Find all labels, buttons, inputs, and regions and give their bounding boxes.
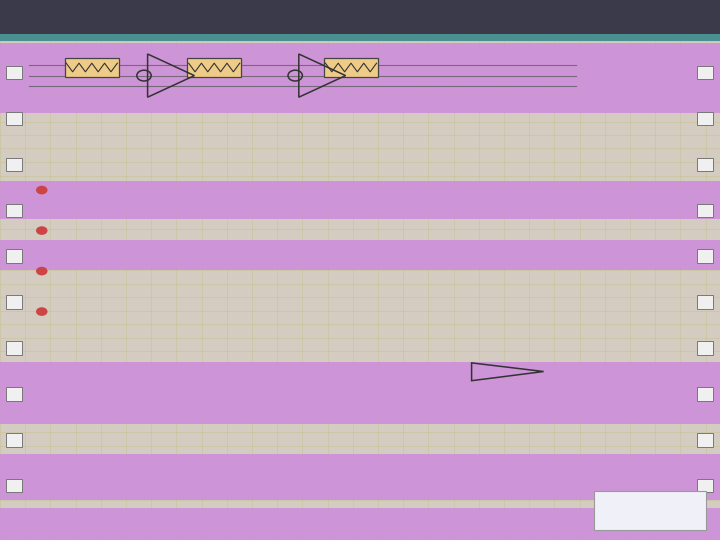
Text: I138: I138 [184, 449, 202, 458]
Text: delayTRIGout: delayTRIGout [83, 517, 125, 522]
Text: powclamp: powclamp [144, 147, 183, 156]
Text: 7: 7 [690, 10, 702, 28]
Text: Comparator: Comparator [68, 259, 246, 284]
Text: trigdelay: trigdelay [317, 382, 351, 390]
Text: xCLEARglob1: xCLEARglob1 [432, 516, 478, 523]
Text: CHANselect: CHANselect [616, 508, 657, 515]
Text: inbuf: inbuf [418, 384, 437, 393]
Text: mopitor: mopitor [40, 384, 70, 393]
Text: selectCHAN1: selectCHAN1 [432, 508, 477, 515]
Text: TRIGout: TRIGout [97, 508, 125, 515]
Text: xTRIG_out<0>: xTRIG_out<0> [288, 508, 340, 515]
Text: Sampling window: Sampling window [68, 178, 328, 202]
Text: dig_buff: dig_buff [446, 357, 477, 366]
Text: I168: I168 [587, 355, 603, 363]
Text: Counter - ADC: Counter - ADC [68, 299, 282, 324]
Text: wclamp: wclamp [40, 147, 69, 156]
Text: sw_fixed<1:256>: sw_fixed<1:256> [137, 384, 204, 393]
Text: The Channel: The Channel [40, 111, 305, 148]
Text: powclamp: powclamp [353, 147, 392, 156]
Text: trigdelay: trigdelay [292, 516, 323, 523]
Text: output: output [504, 384, 529, 393]
Text: Buffer: Buffer [68, 218, 163, 243]
Text: xTRIGdelayed_out: xTRIGdelayed_out [576, 383, 639, 389]
Text: CLEARchan: CLEARchan [618, 516, 657, 523]
